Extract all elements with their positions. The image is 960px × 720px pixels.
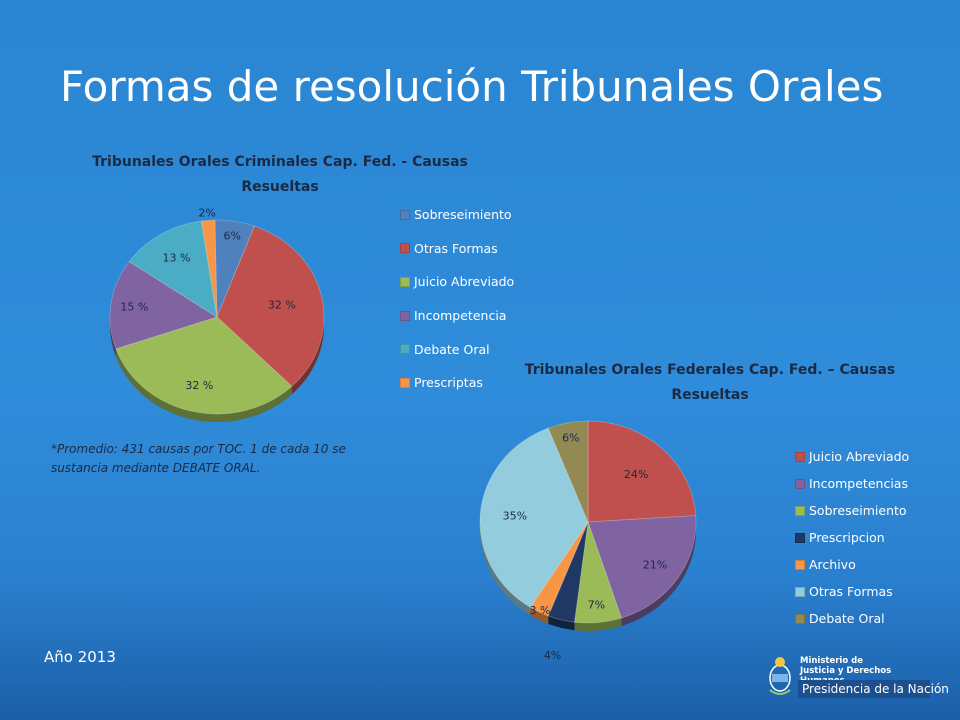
legend-swatch xyxy=(795,586,805,597)
legend-item: Otras Formas xyxy=(795,578,909,605)
legend-swatch xyxy=(795,451,805,462)
legend-item: Sobreseimiento xyxy=(795,497,909,524)
pie-slice-archivo xyxy=(529,521,589,617)
data-label: 4% xyxy=(544,649,561,662)
pie-slice-side xyxy=(115,348,292,422)
legend-item: Incompetencias xyxy=(795,470,909,497)
legend-label: Sobreseimiento xyxy=(809,503,907,518)
data-label: 35% xyxy=(503,510,527,523)
pie-slice-side xyxy=(110,317,116,357)
legend-swatch xyxy=(400,310,410,321)
coat-of-arms-icon xyxy=(769,657,791,695)
legend-label: Otras Formas xyxy=(414,240,498,256)
data-label: 7% xyxy=(588,598,605,611)
data-label: 13 % xyxy=(162,252,190,265)
pie-slice-otras-formas xyxy=(479,427,589,608)
legend-label: Debate Oral xyxy=(809,611,885,626)
legend-item: Prescripcion xyxy=(795,524,909,551)
data-label: 6% xyxy=(562,432,579,445)
legend-label: Otras Formas xyxy=(809,584,893,599)
legend-swatch xyxy=(795,532,805,543)
chart-title-criminales: Tribunales Orales Criminales Cap. Fed. -… xyxy=(92,154,468,195)
legend-label: Debate Oral xyxy=(414,341,490,357)
pie-slice-incompetencia xyxy=(109,261,218,350)
chart-title-federales: Tribunales Orales Federales Cap. Fed. – … xyxy=(524,362,896,403)
legend-label: Sobreseimiento xyxy=(414,207,512,223)
legend-swatch xyxy=(400,377,410,388)
legend-label: Prescriptas xyxy=(414,375,483,391)
ministry-logo: Ministerio de Justicia y Derechos Humano… xyxy=(766,654,949,704)
pie-slice-juicio-abreviado xyxy=(115,316,293,415)
pie-slice-side xyxy=(291,317,324,395)
legend-swatch xyxy=(400,276,410,287)
data-label: 3 % xyxy=(529,604,550,617)
data-label: 24% xyxy=(624,468,648,481)
pie-slice-side xyxy=(548,615,575,631)
data-label: 32 % xyxy=(268,299,296,312)
pie-slice-sobreseimiento xyxy=(574,521,622,624)
legend-item: Otras Formas xyxy=(400,232,514,266)
legend-swatch xyxy=(400,243,410,254)
pie-slice-incompetencias xyxy=(587,515,697,619)
legend-item: Juicio Abreviado xyxy=(795,443,909,470)
legend-swatch xyxy=(795,505,805,516)
pie-slice-side xyxy=(621,522,696,627)
data-label: 6% xyxy=(224,230,241,243)
legend-swatch xyxy=(795,559,805,570)
data-label: 2% xyxy=(198,207,215,220)
pie-slice-debate-oral xyxy=(547,420,589,523)
legend-item: Juicio Abreviado xyxy=(400,265,514,299)
legend-label: Juicio Abreviado xyxy=(809,449,910,464)
data-label: 32 % xyxy=(185,379,213,392)
legend-item: Archivo xyxy=(795,551,909,578)
pie-slice-prescriptas xyxy=(201,219,218,318)
legend-label: Archivo xyxy=(809,557,856,572)
slide-title: Formas de resolución Tribunales Orales xyxy=(60,62,884,111)
legend-swatch xyxy=(795,613,805,624)
pie-slice-prescripcion xyxy=(547,521,589,623)
legend-item: Incompetencia xyxy=(400,299,514,333)
legend-swatch xyxy=(400,344,410,355)
presidency-name: Presidencia de la Nación xyxy=(802,682,949,696)
pie-slice-side xyxy=(574,618,622,632)
pie-slice-otras-formas xyxy=(216,225,325,387)
legend-item: Debate Oral xyxy=(795,605,909,632)
pie-slice-side xyxy=(530,607,549,624)
legend-label: Incompetencias xyxy=(809,476,908,491)
presidency-bar xyxy=(798,680,930,698)
pie-slice-debate-oral xyxy=(128,220,218,318)
legend-label: Prescripcion xyxy=(809,530,885,545)
legend-item: Debate Oral xyxy=(400,332,514,366)
legend-swatch xyxy=(400,209,410,220)
legend-federales: Juicio Abreviado Incompetencias Sobreseimi… xyxy=(795,443,909,632)
pie-slice-side xyxy=(480,522,531,616)
legend-item: Sobreseimiento xyxy=(400,198,514,232)
pie-slice-sobreseimiento xyxy=(214,219,255,318)
footnote: *Promedio: 431 causas por TOC. 1 de cada… xyxy=(51,442,346,475)
legend-label: Juicio Abreviado xyxy=(414,274,515,290)
legend-label: Incompetencia xyxy=(414,308,507,324)
legend-criminales: Sobreseimiento Otras Formas Juicio Abrevia… xyxy=(400,198,514,400)
data-label: 21% xyxy=(643,559,667,572)
data-label: 15 % xyxy=(120,301,148,314)
legend-swatch xyxy=(795,478,805,489)
legend-item: Prescriptas xyxy=(400,366,514,400)
pie-slice-juicio-abreviado xyxy=(587,420,697,523)
year-label: Año 2013 xyxy=(44,648,116,666)
